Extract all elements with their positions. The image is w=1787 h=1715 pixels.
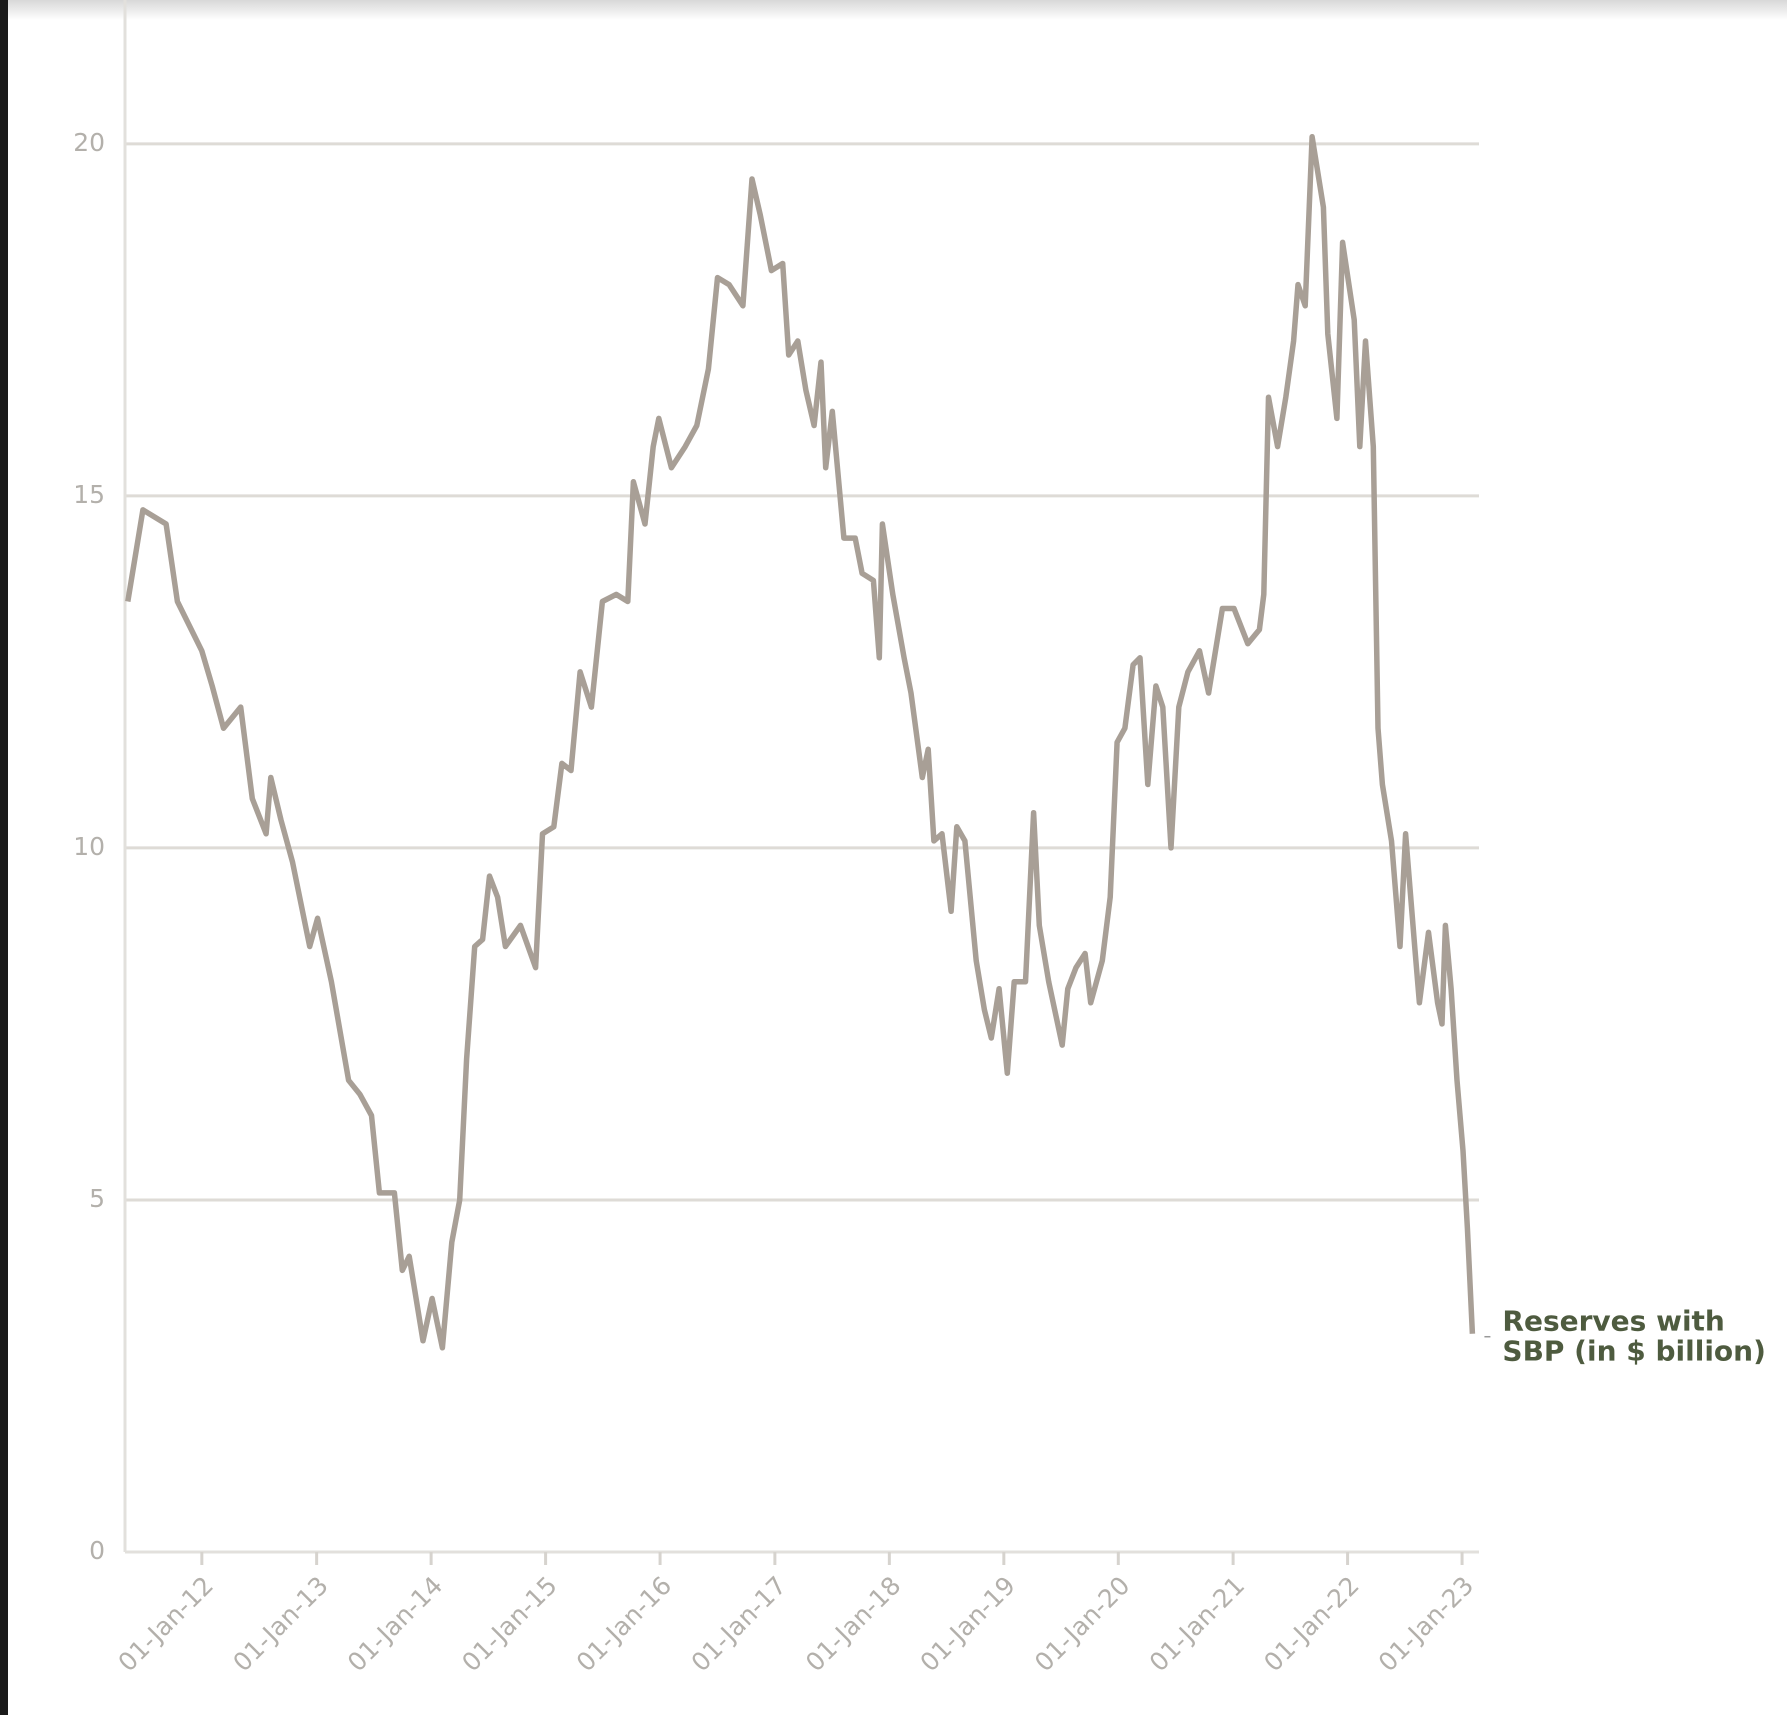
y-tick-label: 20 xyxy=(73,128,105,157)
annotation: Reserves with xyxy=(1502,1305,1724,1338)
y-tick-label: 15 xyxy=(73,480,105,509)
x-tick-label: 01-Jan-13 xyxy=(227,1571,333,1677)
series-line xyxy=(125,134,1476,1351)
x-tick-label: 01-Jan-19 xyxy=(915,1571,1021,1677)
x-tick-label: 01-Jan-21 xyxy=(1144,1571,1250,1677)
x-tick-label: 01-Jan-18 xyxy=(800,1571,906,1677)
y-tick-label: 0 xyxy=(89,1536,105,1565)
x-tick-label: 01-Jan-17 xyxy=(686,1571,792,1677)
x-tick-label: 01-Jan-22 xyxy=(1258,1571,1364,1677)
left-edge xyxy=(0,0,8,1715)
x-tick-label: 01-Jan-15 xyxy=(456,1571,562,1677)
top-shadow xyxy=(0,0,1787,20)
y-tick-label: 5 xyxy=(89,1184,105,1213)
x-tick-label: 01-Jan-20 xyxy=(1029,1571,1135,1677)
x-tick-label: 01-Jan-12 xyxy=(113,1571,219,1677)
x-tick-label: 01-Jan-14 xyxy=(342,1571,448,1677)
y-tick-label: 10 xyxy=(73,832,105,861)
annotation: SBP (in $ billion) xyxy=(1502,1335,1765,1368)
x-tick-label: 01-Jan-23 xyxy=(1373,1571,1479,1677)
x-tick-label: 01-Jan-16 xyxy=(571,1571,677,1677)
